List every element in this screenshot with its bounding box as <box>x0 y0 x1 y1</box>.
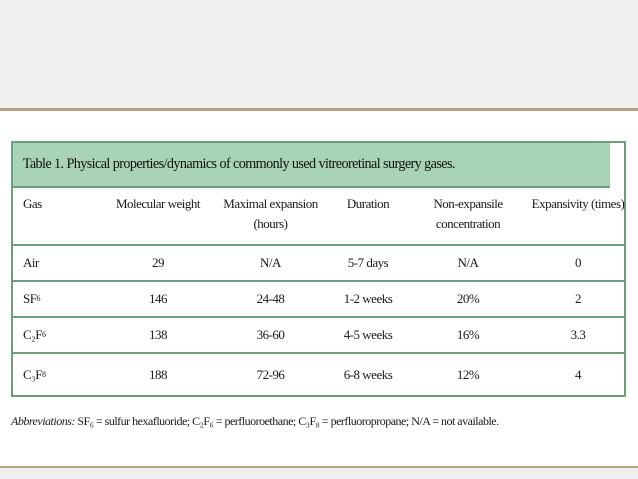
table-row: SF 6 146 24-48 1-2 weeks 20% 2 <box>13 282 624 318</box>
cell-non-expansile: 12% <box>456 366 480 382</box>
table-title: Table 1. Physical properties/dynamics of… <box>13 143 610 188</box>
cell-expansivity: 3.3 <box>570 327 586 342</box>
cell-molecular-weight: 188 <box>149 366 168 382</box>
top-divider <box>0 108 638 111</box>
table-footnote: Abbreviations: SF₆ = sulfur hexafluoride… <box>11 414 631 429</box>
cell-expansivity: 2 <box>575 291 582 306</box>
top-band <box>0 0 638 108</box>
cell-non-expansile: 20% <box>456 291 480 306</box>
header-duration: Duration <box>346 196 390 211</box>
gas-properties-table: Table 1. Physical properties/dynamics of… <box>11 141 626 397</box>
cell-non-expansile: N/A <box>457 255 479 270</box>
header-expansivity: Expansivity (times) <box>531 196 625 211</box>
cell-gas: C₃F 8 <box>23 366 46 382</box>
bottom-band <box>0 468 638 479</box>
cell-molecular-weight: 146 <box>149 291 168 306</box>
header-non-expansile: Non-expansile concentration <box>433 196 503 231</box>
table-row: C₂F 6 138 36-60 4-5 weeks 16% 3.3 <box>13 318 624 354</box>
table-row: C₃F 8 188 72-96 6-8 weeks 12% 4 <box>13 354 624 395</box>
cell-gas: SF 6 <box>23 291 40 306</box>
table-row: Air 29 N/A 5-7 days N/A 0 <box>13 246 624 282</box>
footnote-text: SF₆ = sulfur hexafluoride; C₂F₆ = perflu… <box>77 414 499 428</box>
header-gas: Gas <box>23 196 42 211</box>
cell-max-expansion: 24-48 <box>256 291 285 306</box>
cell-molecular-weight: 29 <box>152 255 165 270</box>
cell-duration: 4-5 weeks <box>343 327 393 342</box>
cell-molecular-weight: 138 <box>149 327 168 342</box>
bottom-divider <box>0 466 638 468</box>
cell-max-expansion: N/A <box>260 255 281 270</box>
table-header-row: Gas Molecular weight Maximal expansion (… <box>13 188 625 246</box>
cell-non-expansile: 16% <box>456 327 480 342</box>
cell-max-expansion: 36-60 <box>256 327 285 342</box>
cell-duration: 1-2 weeks <box>343 291 393 306</box>
cell-max-expansion: 72-96 <box>256 366 285 382</box>
header-maximal-expansion: Maximal expansion (hours) <box>223 196 318 231</box>
cell-expansivity: 4 <box>575 366 582 382</box>
cell-gas: Air <box>23 255 39 270</box>
cell-gas: C₂F 6 <box>23 327 46 342</box>
cell-duration: 6-8 weeks <box>343 366 393 382</box>
cell-expansivity: 0 <box>575 255 582 270</box>
header-molecular-weight: Molecular weight <box>115 196 201 211</box>
cell-duration: 5-7 days <box>347 255 389 270</box>
footnote-label: Abbreviations: <box>11 414 75 428</box>
